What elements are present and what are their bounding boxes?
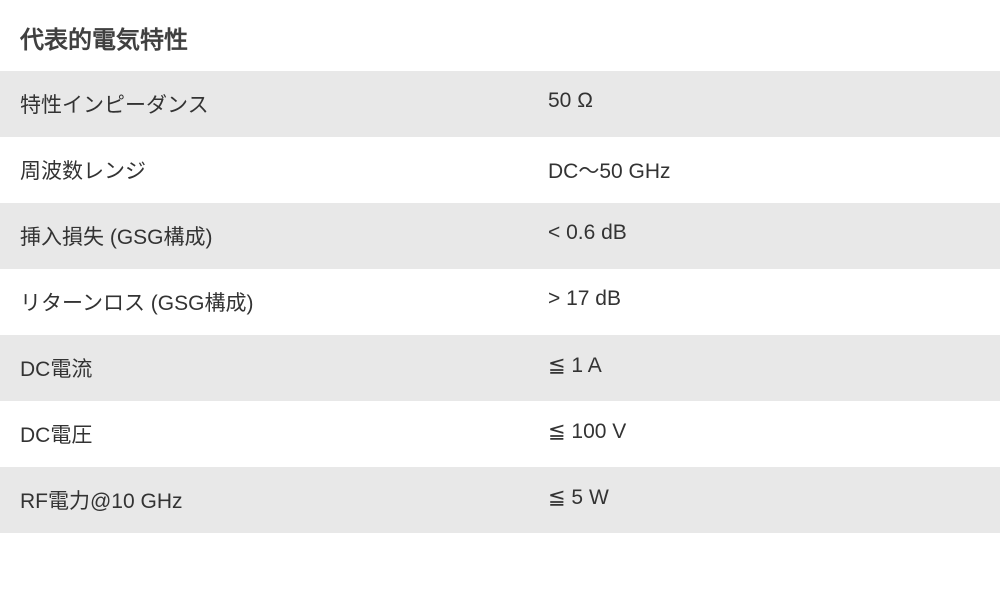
- table-row: DC電圧 ≦ 100 V: [0, 401, 1000, 467]
- table-row: リターンロス (GSG構成) > 17 dB: [0, 269, 1000, 335]
- spec-label: DC電圧: [20, 419, 548, 449]
- table-row: 周波数レンジ DC〜50 GHz: [0, 137, 1000, 203]
- spec-label: DC電流: [20, 353, 548, 383]
- specs-table: 特性インピーダンス 50 Ω 周波数レンジ DC〜50 GHz 挿入損失 (GS…: [0, 71, 1000, 533]
- table-row: 挿入損失 (GSG構成) < 0.6 dB: [0, 203, 1000, 269]
- spec-label: 特性インピーダンス: [20, 89, 548, 119]
- spec-value: DC〜50 GHz: [548, 155, 980, 185]
- spec-value: 50 Ω: [548, 89, 980, 119]
- spec-value: < 0.6 dB: [548, 221, 980, 251]
- spec-value: ≦ 5 W: [548, 485, 980, 515]
- spec-value: ≦ 100 V: [548, 419, 980, 449]
- spec-label: 周波数レンジ: [20, 155, 548, 185]
- spec-value: ≦ 1 A: [548, 353, 980, 383]
- table-row: DC電流 ≦ 1 A: [0, 335, 1000, 401]
- spec-label: RF電力@10 GHz: [20, 485, 548, 515]
- table-row: 特性インピーダンス 50 Ω: [0, 71, 1000, 137]
- table-title: 代表的電気特性: [0, 0, 1000, 71]
- table-row: RF電力@10 GHz ≦ 5 W: [0, 467, 1000, 533]
- spec-label: 挿入損失 (GSG構成): [20, 221, 548, 251]
- spec-label: リターンロス (GSG構成): [20, 287, 548, 317]
- spec-value: > 17 dB: [548, 287, 980, 317]
